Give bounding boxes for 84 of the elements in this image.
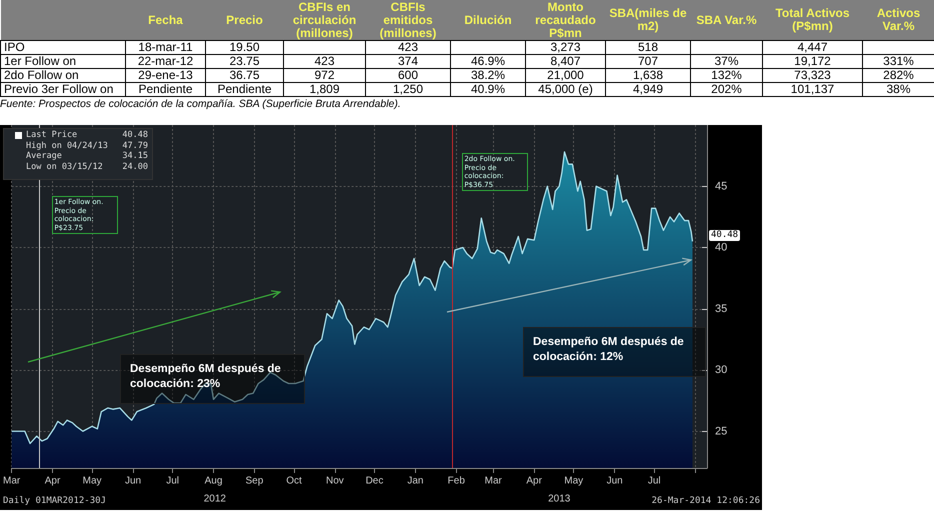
text: Daily 01MAR2012-30J [3, 496, 106, 506]
text: 4,447 [762, 40, 862, 54]
text: Activos Var.% [862, 0, 934, 40]
annotation: Desempeño 6M después de colocación: 23% [120, 354, 305, 404]
text: 19.50 [206, 40, 284, 54]
x-tick-label: Feb [448, 476, 466, 486]
x-tick-label: Apr [44, 476, 61, 486]
annotation: 40.48 [709, 230, 740, 241]
text: 73,323 [762, 68, 862, 82]
x-tick-label: Oct [286, 476, 302, 486]
text: 1,638 [606, 68, 690, 82]
text: 4,949 [606, 82, 690, 96]
text: 45,000 (e) [526, 82, 606, 96]
text: 46.9% [450, 54, 526, 68]
text: 38.2% [450, 68, 526, 82]
x-tick-label: Aug [204, 476, 222, 486]
x2-tick-label: 2013 [548, 494, 571, 504]
x-tick-label: May [564, 476, 584, 486]
y-tick-label: 30 [715, 364, 728, 376]
text: 707 [606, 54, 690, 68]
text: Fecha [126, 0, 206, 40]
x2-tick-label: 2012 [204, 494, 226, 504]
text: Dilución [450, 0, 526, 40]
text: 29-ene-13 [126, 68, 206, 82]
text: 202% [690, 82, 762, 96]
text: 40.9% [450, 82, 526, 96]
text: 282% [862, 68, 934, 82]
text: 2do Follow on [0, 68, 126, 82]
y-tick-label: 35 [715, 302, 728, 315]
text: 600 [366, 68, 450, 82]
text: 3,273 [526, 40, 606, 54]
x-tick-label: Mar [484, 476, 503, 486]
text: 1,809 [284, 82, 366, 96]
text: 132% [690, 68, 762, 82]
text: 37% [690, 54, 762, 68]
text: Average 34.15 [26, 151, 148, 162]
text: 23.75 [206, 54, 284, 68]
text: 518 [606, 40, 690, 54]
y-tick-label: 45 [715, 180, 728, 192]
x-tick-label: Jul [648, 476, 661, 486]
text: 22-mar-12 [126, 54, 206, 68]
text: SBA Var.% [690, 0, 762, 40]
text: Low on 03/15/12 24.00 [26, 162, 148, 172]
text: Previo 3er Follow on [0, 82, 126, 96]
x-tick-label: May [82, 476, 102, 486]
text: CBFIs en circulación (millones) [284, 0, 366, 40]
text: 1er Follow on [0, 54, 126, 68]
text: Pendiente [126, 82, 206, 96]
text: 101,137 [762, 82, 862, 96]
text: 26-Mar-2014 12:06:26 [652, 496, 760, 506]
y-tick-label: 40 [715, 242, 728, 254]
annotation: Desempeño 6M después de colocación: 12% [523, 327, 706, 377]
text: 423 [366, 40, 450, 54]
text: 1,250 [366, 82, 450, 96]
y-tick-label: 25 [715, 425, 728, 438]
x-tick-label: Nov [326, 476, 344, 486]
x-tick-label: Jan [407, 476, 424, 486]
x-tick-label: Mar [2, 476, 21, 486]
text: 21,000 [526, 68, 606, 82]
text: 38% [862, 82, 934, 96]
x-tick-label: Jun [606, 476, 623, 486]
text: High on 04/24/13 47.79 [26, 140, 148, 151]
text: 8,407 [526, 54, 606, 68]
text: 19,172 [762, 54, 862, 68]
source-note: Fuente: Prospectos de colocación de la compañía. SBA (Superficie Bruta Arrendable). [0, 98, 402, 110]
text: 331% [862, 54, 934, 68]
text: CBFIs emitidos (millones) [366, 0, 450, 40]
text: 972 [284, 68, 366, 82]
text: 36.75 [206, 68, 284, 82]
x-tick-label: Jun [124, 476, 142, 486]
text: Pendiente [206, 82, 284, 96]
text: 374 [366, 54, 450, 68]
text: Precio [206, 0, 284, 40]
x-tick-label: Apr [526, 476, 543, 486]
text: SBA(miles de m2) [606, 0, 690, 40]
x-tick-label: Jul [166, 476, 179, 486]
text: Total Activos (P$mn) [762, 0, 862, 40]
x-tick-label: Dec [366, 476, 384, 486]
text: Monto recaudado P$mn [526, 0, 606, 40]
text: 423 [284, 54, 366, 68]
text: IPO [0, 40, 126, 54]
text: Last Price 40.48 [26, 130, 148, 140]
text: 18-mar-11 [126, 40, 206, 54]
x-tick-label: Sep [246, 476, 264, 486]
